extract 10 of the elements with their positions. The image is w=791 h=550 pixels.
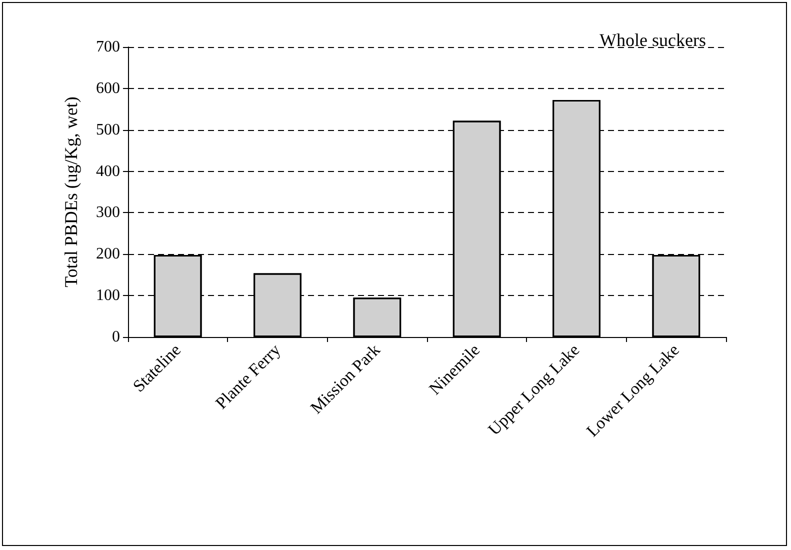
y-tick-label: 500: [96, 121, 120, 138]
y-tick-label: 400: [96, 162, 120, 180]
y-tick-label: 600: [96, 80, 120, 97]
y-tick-label: 0: [112, 328, 120, 346]
y-axis-title: Total PBDEs (ug/Kg, wet): [61, 96, 81, 288]
y-tick-label: 700: [96, 38, 120, 56]
y-tick-label: 100: [96, 287, 120, 304]
annotation: Whole suckers: [600, 30, 706, 50]
y-tick-label: 300: [96, 204, 120, 222]
y-tick-label: 200: [96, 246, 120, 263]
